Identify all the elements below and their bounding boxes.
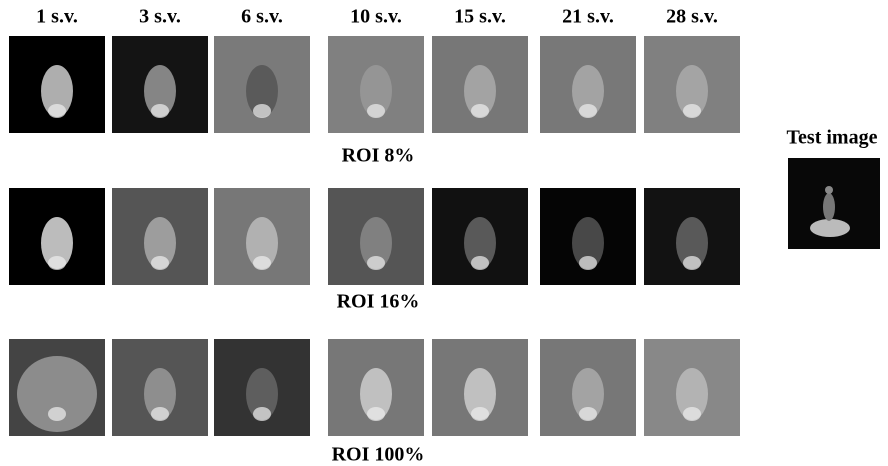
test-image-label: Test image bbox=[787, 127, 878, 149]
thumbnail-highlight bbox=[253, 256, 271, 270]
figure: Test image 1 s.v. 3 s.v. 6 s.v. 10 s.v. 15 s… bbox=[0, 0, 888, 466]
thumbnail-highlight bbox=[471, 256, 489, 270]
thumbnail-highlight bbox=[683, 256, 701, 270]
thumbnail-highlight bbox=[48, 104, 66, 118]
thumbnail-highlight bbox=[151, 104, 169, 118]
column-header: 1 s.v. bbox=[36, 6, 78, 28]
column-header: 28 s.v. bbox=[666, 6, 718, 28]
column-header: 3 s.v. bbox=[139, 6, 181, 28]
thumbnail-highlight bbox=[367, 256, 385, 270]
thumbnail-highlight bbox=[579, 256, 597, 270]
thumbnail-highlight bbox=[471, 104, 489, 118]
row-label: ROI 16% bbox=[337, 291, 420, 313]
thumbnail-highlight bbox=[151, 407, 169, 421]
thumbnail-highlight bbox=[579, 104, 597, 118]
thumbnail-highlight bbox=[367, 407, 385, 421]
row-label: ROI 100% bbox=[332, 444, 425, 466]
thumbnail-highlight bbox=[151, 256, 169, 270]
thumbnail-highlight bbox=[253, 104, 271, 118]
page: Test image 1 s.v. 3 s.v. 6 s.v. 10 s.v. 15 s… bbox=[0, 0, 888, 466]
thumbnail-highlight bbox=[48, 407, 66, 421]
test-image-head bbox=[825, 186, 833, 194]
column-header: 10 s.v. bbox=[350, 6, 402, 28]
thumbnail-highlight bbox=[367, 104, 385, 118]
thumbnail-highlight bbox=[683, 104, 701, 118]
test-image-figure bbox=[823, 193, 835, 221]
column-header: 6 s.v. bbox=[241, 6, 283, 28]
row-label: ROI 8% bbox=[342, 145, 415, 167]
test-image-rock bbox=[810, 219, 850, 237]
thumbnail-highlight bbox=[579, 407, 597, 421]
thumbnail-highlight bbox=[471, 407, 489, 421]
column-header: 15 s.v. bbox=[454, 6, 506, 28]
column-header: 21 s.v. bbox=[562, 6, 614, 28]
thumbnail-highlight bbox=[683, 407, 701, 421]
thumbnail-highlight bbox=[48, 256, 66, 270]
thumbnail-highlight bbox=[253, 407, 271, 421]
